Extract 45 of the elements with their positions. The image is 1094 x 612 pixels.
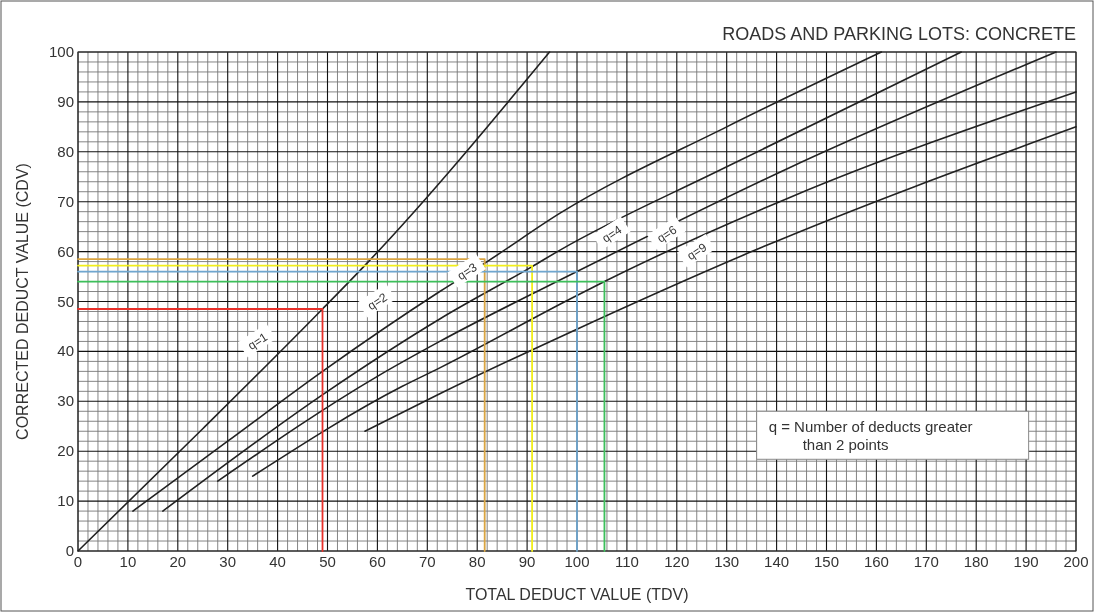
x-tick-label: 120 bbox=[664, 553, 690, 570]
chart-title: ROADS AND PARKING LOTS: CONCRETE bbox=[722, 24, 1076, 44]
y-tick-label: 30 bbox=[57, 392, 74, 410]
note-box: q = Number of deducts greater than 2 points bbox=[756, 410, 1030, 460]
y-tick-label: 50 bbox=[57, 292, 74, 310]
x-tick-label: 140 bbox=[764, 553, 790, 570]
y-tick-label: 40 bbox=[57, 342, 74, 360]
x-tick-label: 110 bbox=[614, 553, 639, 570]
annotation: q = Number of deducts greater than 2 points bbox=[768, 418, 973, 454]
x-tick-label: 60 bbox=[369, 553, 386, 570]
annotation: q=9 bbox=[684, 240, 710, 264]
x-tick-label: 30 bbox=[219, 553, 237, 570]
x-tick-label: 20 bbox=[169, 553, 187, 570]
annotation: q=4 bbox=[599, 222, 625, 246]
y-tick-label: 100 bbox=[48, 43, 74, 60]
x-tick-label: 200 bbox=[1063, 553, 1089, 570]
x-axis-title: TOTAL DEDUCT VALUE (TDV) bbox=[465, 586, 689, 603]
x-tick-label: 130 bbox=[714, 553, 740, 570]
x-tick-label: 80 bbox=[468, 553, 486, 570]
x-tick-label: 180 bbox=[963, 553, 989, 570]
x-tick-label: 40 bbox=[269, 553, 286, 570]
line-series bbox=[216, 51, 1057, 482]
annotation: q=3 bbox=[454, 259, 480, 283]
annotation: q=2 bbox=[365, 289, 391, 313]
y-tick-label: 90 bbox=[57, 92, 74, 110]
x-tick-label: 150 bbox=[813, 553, 840, 570]
x-tick-label: 190 bbox=[1013, 553, 1039, 570]
y-axis-title: CORRECTED DEDUCT VALUE (CDV) bbox=[14, 163, 31, 440]
annotation: q=1 bbox=[245, 329, 271, 353]
x-tick-label: 50 bbox=[319, 553, 336, 570]
line-series bbox=[364, 126, 1077, 433]
y-tick-label: 0 bbox=[65, 542, 74, 559]
x-tick-label: 70 bbox=[418, 553, 436, 570]
x-tick-label: 10 bbox=[119, 553, 137, 570]
y-tick-label: 20 bbox=[57, 442, 74, 460]
y-tick-label: 70 bbox=[57, 192, 74, 210]
annotation: q=6 bbox=[654, 222, 680, 246]
x-tick-label: 160 bbox=[863, 553, 889, 570]
y-tick-label: 10 bbox=[57, 492, 74, 510]
y-tick-label: 60 bbox=[57, 242, 74, 260]
y-tick-label: 80 bbox=[57, 142, 74, 160]
x-tick-label: 100 bbox=[564, 553, 590, 570]
x-tick-label: 170 bbox=[913, 553, 939, 570]
x-tick-label: 90 bbox=[518, 553, 536, 570]
line-series bbox=[251, 91, 1077, 477]
